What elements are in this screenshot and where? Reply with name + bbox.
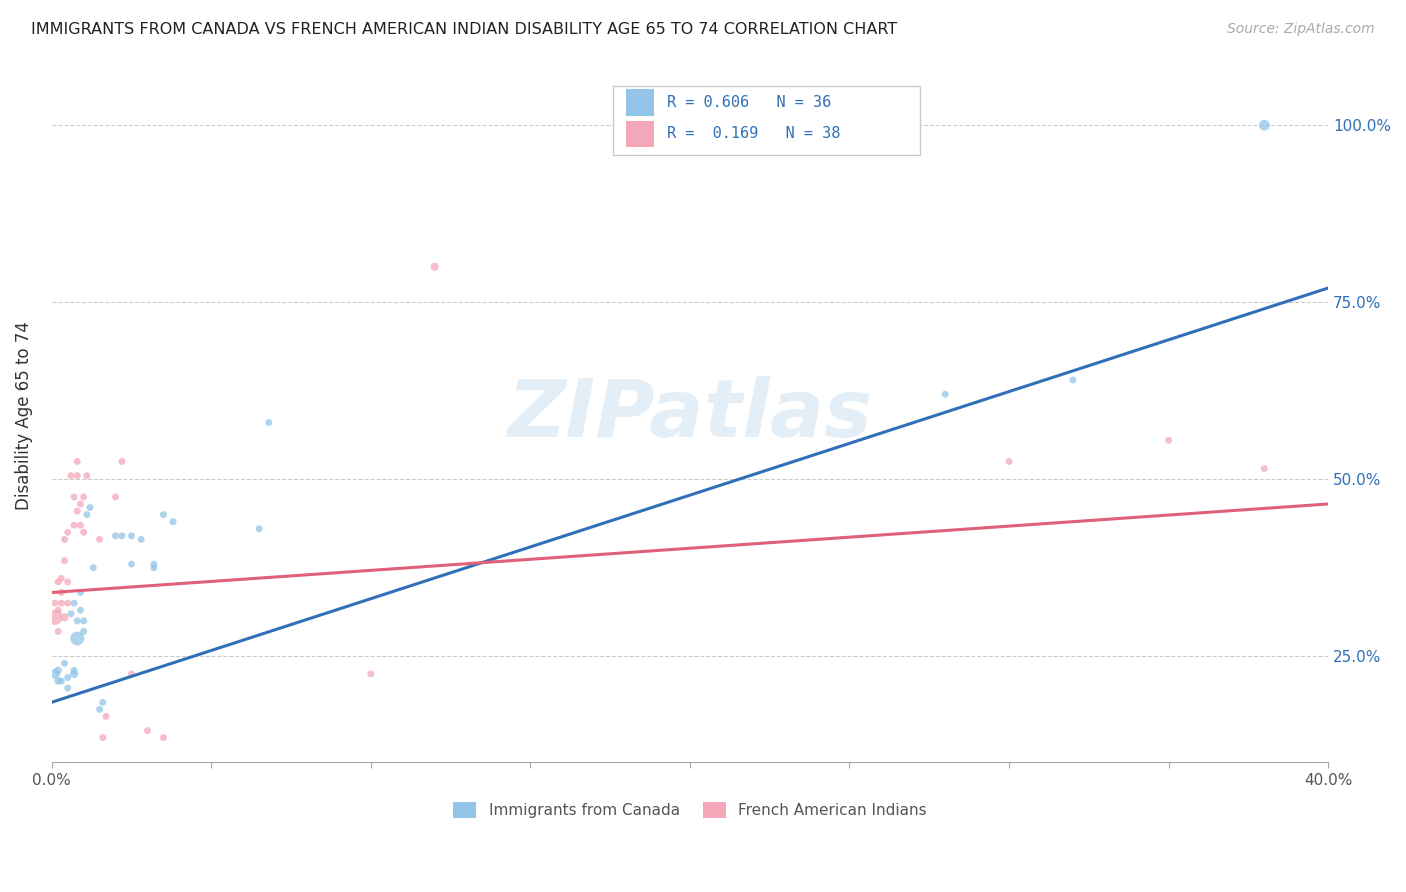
Point	[59, 468, 82, 483]
Point	[46, 664, 69, 678]
Point	[998, 454, 1021, 468]
Point	[73, 525, 96, 540]
Point	[76, 468, 98, 483]
Point	[89, 702, 111, 716]
Point	[91, 695, 114, 709]
Point	[46, 624, 69, 639]
Text: R =  0.169   N = 38: R = 0.169 N = 38	[666, 127, 841, 141]
Point	[46, 603, 69, 617]
Y-axis label: Disability Age 65 to 74: Disability Age 65 to 74	[15, 321, 32, 510]
Point	[73, 614, 96, 628]
Point	[44, 667, 66, 681]
Point	[121, 557, 143, 571]
Text: ZIPatlas: ZIPatlas	[508, 376, 873, 455]
Point	[44, 610, 66, 624]
Point	[934, 387, 956, 401]
Point	[1157, 434, 1180, 448]
Point	[111, 454, 134, 468]
Point	[1062, 373, 1084, 387]
Text: Source: ZipAtlas.com: Source: ZipAtlas.com	[1227, 22, 1375, 37]
Point	[53, 533, 76, 547]
Point	[1253, 461, 1275, 475]
Point	[63, 596, 86, 610]
Point	[91, 731, 114, 745]
Point	[53, 554, 76, 568]
Point	[121, 667, 143, 681]
Point	[69, 603, 91, 617]
Point	[247, 522, 270, 536]
Point	[63, 664, 86, 678]
Point	[73, 490, 96, 504]
Point	[152, 731, 174, 745]
Point	[73, 624, 96, 639]
Point	[104, 529, 127, 543]
Point	[46, 574, 69, 589]
Point	[76, 508, 98, 522]
Point	[53, 657, 76, 671]
Text: IMMIGRANTS FROM CANADA VS FRENCH AMERICAN INDIAN DISABILITY AGE 65 TO 74 CORRELA: IMMIGRANTS FROM CANADA VS FRENCH AMERICA…	[31, 22, 897, 37]
Point	[423, 260, 446, 274]
FancyBboxPatch shape	[626, 89, 654, 116]
Point	[129, 533, 152, 547]
Point	[360, 667, 382, 681]
Point	[63, 518, 86, 533]
Legend: Immigrants from Canada, French American Indians: Immigrants from Canada, French American …	[447, 796, 932, 824]
Point	[152, 508, 174, 522]
Point	[56, 596, 79, 610]
Point	[44, 596, 66, 610]
Point	[142, 557, 165, 571]
Point	[1253, 118, 1275, 132]
Point	[79, 500, 101, 515]
Point	[69, 518, 91, 533]
Point	[63, 490, 86, 504]
Point	[53, 610, 76, 624]
Text: R = 0.606   N = 36: R = 0.606 N = 36	[666, 95, 831, 110]
Point	[162, 515, 184, 529]
Point	[69, 585, 91, 599]
Point	[51, 571, 73, 585]
Point	[89, 533, 111, 547]
Point	[257, 416, 280, 430]
Point	[94, 709, 117, 723]
Point	[136, 723, 159, 738]
Point	[66, 454, 89, 468]
Point	[59, 607, 82, 621]
Point	[56, 574, 79, 589]
Point	[82, 560, 104, 574]
Point	[111, 529, 134, 543]
Point	[66, 504, 89, 518]
Point	[66, 468, 89, 483]
Point	[69, 497, 91, 511]
Point	[142, 560, 165, 574]
Point	[51, 585, 73, 599]
Point	[66, 614, 89, 628]
Point	[51, 673, 73, 688]
Point	[56, 670, 79, 684]
Point	[56, 525, 79, 540]
Point	[104, 490, 127, 504]
Point	[46, 673, 69, 688]
FancyBboxPatch shape	[626, 120, 654, 147]
Point	[121, 529, 143, 543]
FancyBboxPatch shape	[613, 86, 920, 155]
Point	[63, 667, 86, 681]
Point	[51, 596, 73, 610]
Point	[66, 632, 89, 646]
Point	[56, 681, 79, 695]
